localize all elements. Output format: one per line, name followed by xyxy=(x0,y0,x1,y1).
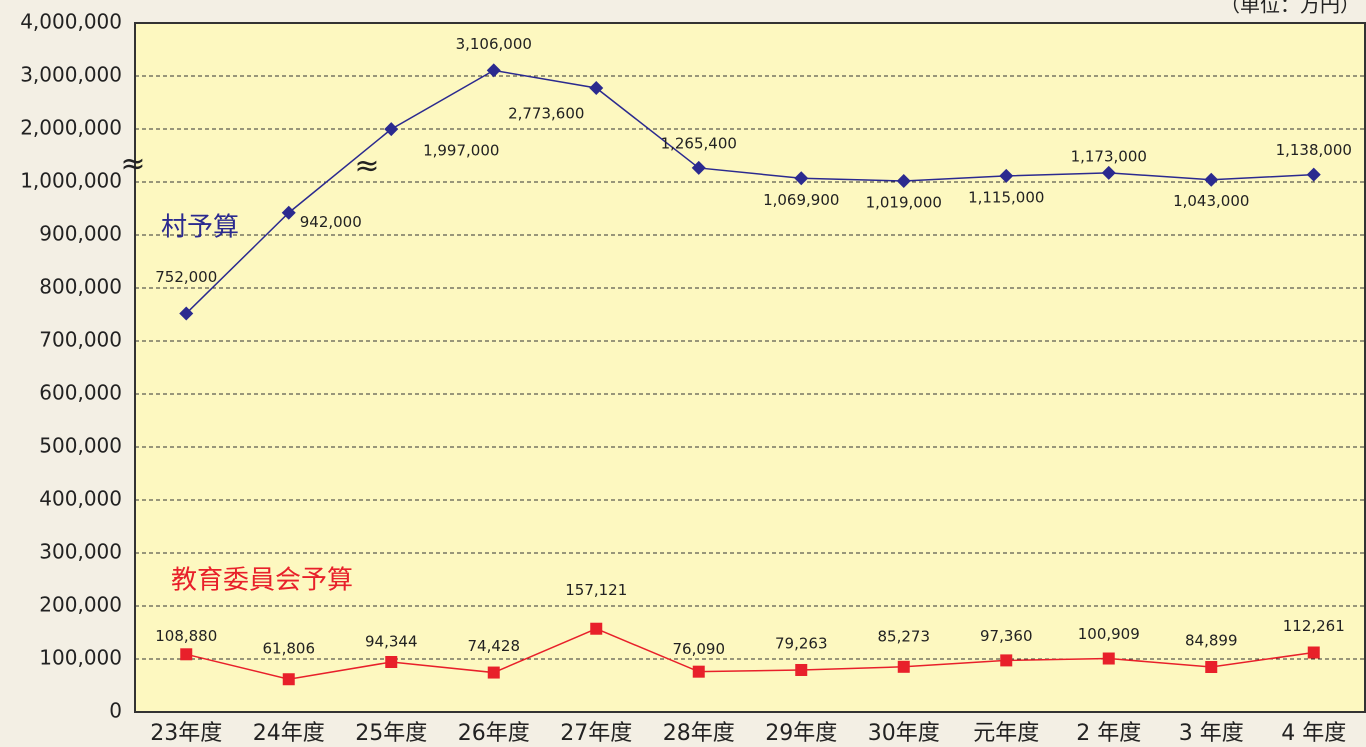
point xyxy=(487,666,500,679)
series-line xyxy=(185,69,1314,314)
data-label: 157,121 xyxy=(565,581,627,599)
data-label: 94,344 xyxy=(365,632,418,650)
point xyxy=(590,622,603,635)
axis-break: ≈ ≈ xyxy=(120,147,379,184)
x-tick-label: 30年度 xyxy=(868,721,940,746)
point xyxy=(384,122,399,137)
x-tick-label: 23年度 xyxy=(150,721,222,746)
y-tick-label: 0 xyxy=(109,699,122,723)
plot-area xyxy=(134,22,1366,713)
point xyxy=(1306,167,1321,182)
series-label: 教育委員会予算 xyxy=(171,566,353,596)
point xyxy=(795,663,808,676)
point xyxy=(1205,661,1218,674)
series-label: 村予算 xyxy=(161,213,239,243)
data-label: 1,138,000 xyxy=(1276,141,1352,159)
break-mark: ≈ xyxy=(120,147,145,182)
point xyxy=(896,173,911,188)
data-label: 108,880 xyxy=(155,627,217,645)
data-label: 61,806 xyxy=(263,640,316,658)
x-tick-label: 25年度 xyxy=(355,721,427,746)
point xyxy=(385,655,398,668)
y-tick-label: 700,000 xyxy=(39,328,122,352)
point xyxy=(692,665,705,678)
point xyxy=(179,306,194,321)
y-tick-label: 400,000 xyxy=(39,487,122,511)
point xyxy=(794,171,809,186)
y-tick-label: 300,000 xyxy=(39,540,122,564)
point xyxy=(1307,646,1320,659)
point xyxy=(999,168,1014,183)
x-tick-label: 24年度 xyxy=(253,721,325,746)
data-label: 74,428 xyxy=(468,637,521,655)
x-tick-label: 元年度 xyxy=(973,721,1039,746)
y-tick-label: 200,000 xyxy=(39,593,122,617)
point xyxy=(589,80,604,95)
data-label: 84,899 xyxy=(1185,632,1238,650)
data-label: 1,173,000 xyxy=(1071,147,1147,165)
x-tick-label: 3 年度 xyxy=(1179,721,1244,746)
data-label: 3,106,000 xyxy=(456,35,532,53)
x-tick-label: 2 年度 xyxy=(1076,721,1141,746)
y-tick-label: 600,000 xyxy=(39,381,122,405)
data-label: 1,069,900 xyxy=(763,191,839,209)
point xyxy=(897,660,910,673)
data-label: 1,997,000 xyxy=(423,142,499,160)
unit-label: （単位：万円） xyxy=(1220,0,1360,17)
y-tick-label: 800,000 xyxy=(39,275,122,299)
data-label: 79,263 xyxy=(775,634,828,652)
point xyxy=(486,63,501,78)
data-label: 1,265,400 xyxy=(661,134,737,152)
data-label: 752,000 xyxy=(155,268,217,286)
point xyxy=(1204,172,1219,187)
x-tick-label: 29年度 xyxy=(765,721,837,746)
data-label: 76,090 xyxy=(673,640,726,658)
point xyxy=(281,205,296,220)
y-tick-label: 3,000,000 xyxy=(20,63,122,87)
x-tick-label: 28年度 xyxy=(663,721,735,746)
y-tick-label: 500,000 xyxy=(39,434,122,458)
y-tick-label: 1,000,000 xyxy=(20,169,122,193)
point xyxy=(1101,165,1116,180)
y-tick-label: 2,000,000 xyxy=(20,116,122,140)
data-label: 85,273 xyxy=(878,627,931,645)
x-tick-label: 26年度 xyxy=(458,721,530,746)
data-label: 1,115,000 xyxy=(968,188,1044,206)
data-label: 100,909 xyxy=(1078,625,1140,643)
x-tick-label: 27年度 xyxy=(560,721,632,746)
data-label: 97,360 xyxy=(980,627,1033,645)
y-tick-label: 900,000 xyxy=(39,222,122,246)
data-label: 942,000 xyxy=(300,213,362,231)
y-tick-label: 100,000 xyxy=(39,646,122,670)
data-label: 2,773,600 xyxy=(508,104,584,122)
point xyxy=(282,673,295,686)
data-label: 112,261 xyxy=(1283,617,1345,635)
x-tick-label: 4 年度 xyxy=(1281,721,1346,746)
series-line xyxy=(186,627,1314,681)
data-label: 1,019,000 xyxy=(866,193,942,211)
point xyxy=(1102,652,1115,665)
data-label: 1,043,000 xyxy=(1173,192,1249,210)
y-tick-label: 4,000,000 xyxy=(20,10,122,34)
point xyxy=(1000,654,1013,667)
point xyxy=(691,160,706,175)
break-mark: ≈ xyxy=(354,149,379,184)
point xyxy=(180,648,193,661)
